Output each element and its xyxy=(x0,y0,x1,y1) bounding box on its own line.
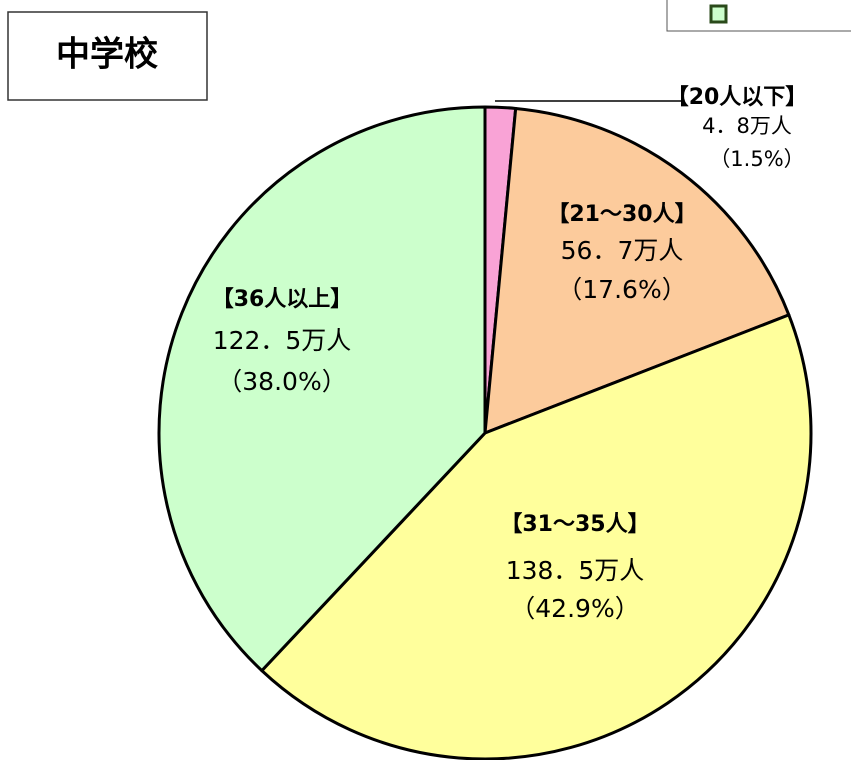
slice-count-label: 122．5万人 xyxy=(213,326,352,355)
title-box xyxy=(7,11,208,101)
slice-count-label: 138．5万人 xyxy=(506,556,645,585)
slice-value-label: （42.9%） xyxy=(510,594,639,623)
slice-category-label: 【21～30人】 xyxy=(547,202,696,227)
slice-category-label: 【31～35人】 xyxy=(500,512,649,537)
slice-value-label: （17.6%） xyxy=(557,275,686,304)
pie-slice xyxy=(260,313,813,760)
pie-slice xyxy=(157,105,487,673)
pie-slice xyxy=(483,106,791,435)
slice-category-label: 【36人以上】 xyxy=(212,287,353,312)
chart-title: 中学校 xyxy=(56,35,158,75)
legend-swatch xyxy=(709,4,728,24)
slice-category-label: 【20人以下】 xyxy=(667,85,808,110)
slice-value-label: （1.5%） xyxy=(709,147,804,171)
slice-count-label: 56．7万人 xyxy=(561,236,684,265)
legend-box xyxy=(666,0,851,32)
slice-count-label: 4．8万人 xyxy=(702,114,792,138)
slice-value-label: （38.0%） xyxy=(217,367,346,396)
